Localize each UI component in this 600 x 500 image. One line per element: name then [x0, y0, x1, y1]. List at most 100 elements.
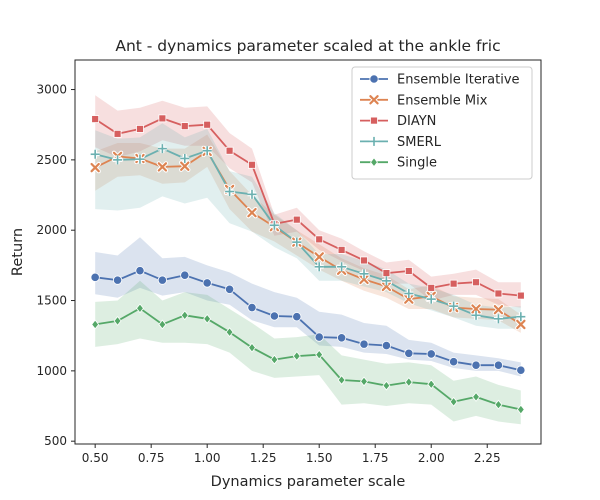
point-single [494, 399, 503, 410]
point-smerl [404, 288, 414, 298]
point-single [180, 310, 189, 321]
y-axis-ticks: 500 1000 1500 2000 2500 3000 [36, 83, 75, 448]
point-single [270, 354, 279, 365]
point-ensemble-mix [313, 251, 325, 263]
point-smerl [135, 154, 145, 164]
point-smerl [359, 269, 369, 279]
point-single [203, 313, 212, 324]
point-ensemble-iterative [426, 349, 436, 359]
point-diayn [113, 129, 122, 138]
y-axis-label: Return [10, 228, 26, 276]
point-ensemble-mix [470, 303, 482, 315]
legend-item-diayn: DIAYN [360, 114, 436, 129]
x-tick-label: 0.50 [82, 451, 109, 465]
point-single [113, 315, 122, 326]
y-tick-label: 500 [44, 434, 67, 448]
x-tick-label: 2.00 [418, 451, 445, 465]
point-single [292, 351, 301, 362]
point-diayn [158, 114, 167, 123]
point-single [427, 379, 436, 390]
point-ensemble-mix [380, 280, 393, 293]
legend-box [351, 66, 533, 180]
point-ensemble-iterative [471, 360, 481, 370]
legend-item-smerl: SMERL [360, 135, 442, 150]
point-ensemble-mix [358, 273, 370, 286]
point-diayn [248, 160, 256, 169]
line-single [95, 307, 521, 411]
point-smerl [90, 149, 100, 159]
legend-swatch-marker [370, 157, 378, 168]
point-single [516, 404, 525, 415]
point-single [337, 375, 346, 385]
point-ensemble-mix [89, 161, 101, 174]
band-single [95, 280, 521, 425]
point-smerl [292, 237, 302, 247]
point-smerl [247, 189, 257, 199]
x-tick-label: 1.25 [250, 451, 277, 465]
legend-label: DIAYN [397, 114, 436, 129]
point-ensemble-iterative [292, 312, 302, 322]
point-smerl [381, 276, 391, 286]
x-tick-label: 1.75 [362, 451, 389, 465]
band-diayn [95, 95, 521, 308]
chart-title: Ant - dynamics parameter scaled at the a… [115, 37, 500, 55]
legend-label: Ensemble Mix [397, 93, 488, 108]
point-diayn [494, 289, 503, 298]
legend-label: Single [397, 156, 437, 171]
point-smerl [202, 146, 212, 156]
point-ensemble-mix [156, 161, 169, 173]
legend-swatch-marker [370, 116, 378, 125]
point-ensemble-mix [492, 303, 505, 316]
legend: Ensemble Iterative Ensemble Mix DIAYN SMERL… [351, 66, 533, 180]
point-smerl [516, 312, 526, 322]
y-tick-label: 2500 [36, 153, 67, 167]
x-axis-label: Dynamics parameter scale [211, 474, 406, 490]
point-single [382, 380, 391, 391]
point-diayn [449, 279, 458, 288]
series-markers [89, 114, 527, 415]
x-axis-ticks: 0.50 0.75 1.00 1.25 1.50 1.75 2.00 2.25 [82, 444, 501, 465]
point-diayn [292, 215, 301, 224]
x-tick-label: 1.50 [306, 451, 333, 465]
point-smerl [471, 310, 481, 320]
y-tick-label: 1000 [36, 364, 67, 378]
point-smerl [493, 314, 503, 324]
legend-swatch-marker [369, 74, 379, 84]
point-ensemble-mix [403, 293, 415, 305]
band-ensemble-iterative [95, 237, 521, 377]
point-single [449, 396, 458, 407]
point-ensemble-iterative [135, 266, 145, 276]
point-single [136, 303, 144, 314]
point-ensemble-mix [246, 206, 258, 219]
point-single [158, 319, 167, 330]
point-smerl [426, 294, 436, 304]
point-ensemble-iterative [314, 332, 324, 342]
x-tick-label: 2.25 [474, 451, 501, 465]
legend-swatch-marker [369, 136, 379, 146]
plot-frame [74, 59, 542, 445]
point-smerl [180, 153, 190, 163]
point-single [91, 319, 100, 330]
band-smerl [95, 123, 521, 329]
point-diayn [315, 235, 324, 244]
legend-label: Ensemble Iterative [397, 73, 520, 88]
point-diayn [337, 245, 346, 254]
point-ensemble-iterative [516, 365, 526, 375]
point-diayn [360, 256, 368, 265]
point-ensemble-mix [515, 318, 527, 331]
point-ensemble-iterative [202, 278, 212, 288]
point-ensemble-iterative [269, 311, 279, 321]
point-diayn [203, 120, 212, 129]
point-smerl [337, 262, 347, 272]
point-smerl [225, 187, 235, 197]
point-single [404, 377, 413, 388]
point-ensemble-iterative [180, 270, 190, 280]
x-tick-label: 0.75 [138, 451, 165, 465]
point-ensemble-iterative [157, 275, 167, 285]
legend-label: SMERL [397, 135, 442, 150]
point-diayn [516, 291, 525, 300]
point-ensemble-iterative [112, 275, 123, 285]
point-diayn [404, 267, 413, 275]
legend-item-single: Single [360, 156, 437, 171]
